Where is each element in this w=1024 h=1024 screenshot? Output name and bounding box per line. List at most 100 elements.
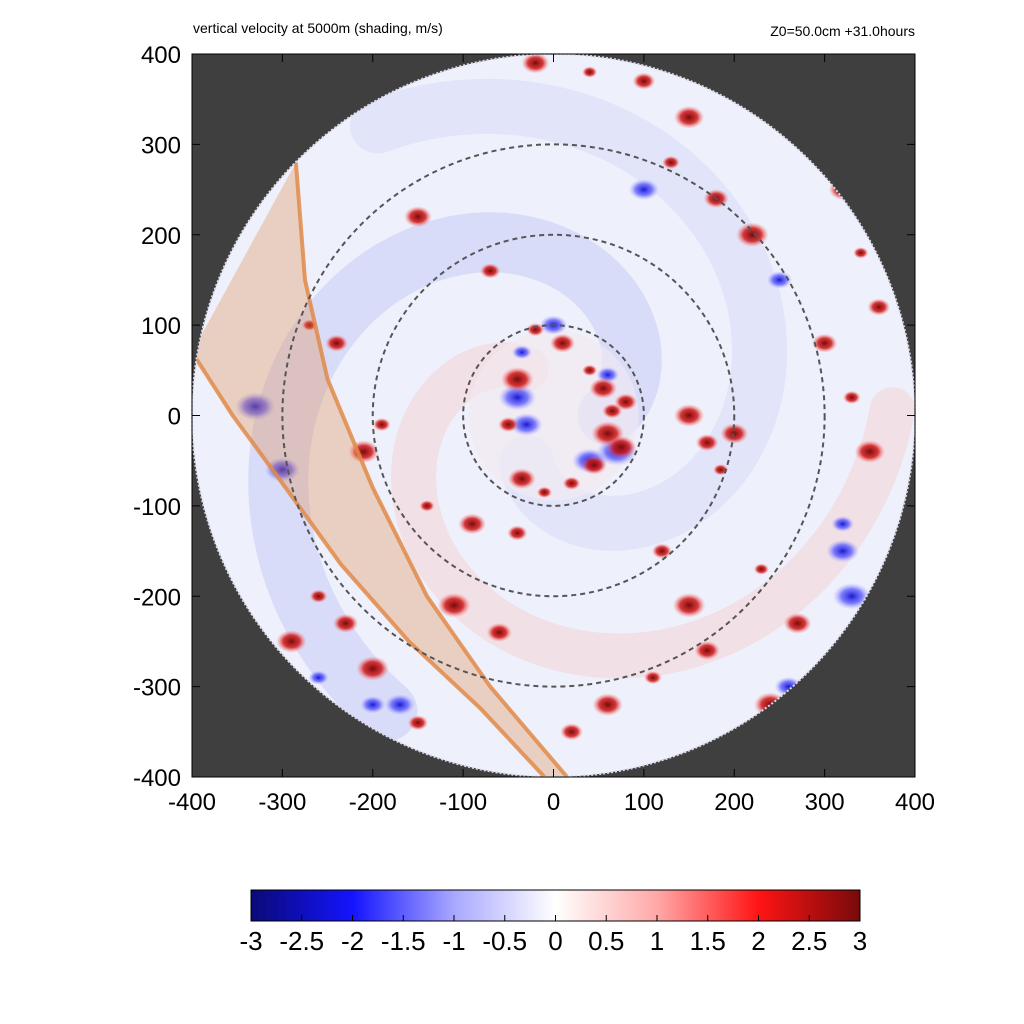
- x-tick-label: -400: [168, 789, 216, 816]
- negative-cell: [308, 670, 329, 685]
- range-ring: [462, 324, 645, 507]
- colorbar-tick-label: -0.5: [482, 926, 527, 956]
- axes: -400 -300 -200 -100 0 100 200 300 400 400 300 200 10…: [133, 42, 935, 816]
- positive-cell: [632, 72, 656, 90]
- positive-cell: [560, 723, 583, 741]
- velocity-field: [192, 54, 915, 777]
- y-tick-label: 100: [141, 313, 181, 340]
- x-tick-label: 100: [624, 789, 664, 816]
- positive-cell: [325, 334, 348, 352]
- updraft-negative-cells: [235, 178, 871, 716]
- positive-cell: [404, 206, 432, 228]
- negative-cell: [831, 515, 855, 532]
- x-tick-label: -300: [258, 789, 306, 816]
- positive-cell: [582, 66, 598, 78]
- positive-cell: [592, 693, 623, 717]
- y-tick-label: 300: [141, 132, 181, 159]
- negative-cell: [832, 582, 871, 610]
- positive-cell: [332, 613, 359, 633]
- positive-cell: [673, 404, 705, 427]
- positive-cell: [811, 333, 838, 353]
- negative-cell: [235, 392, 276, 421]
- colorbar-tick-label: 0: [548, 926, 562, 956]
- positive-cell: [419, 500, 435, 512]
- positive-cell: [783, 612, 812, 634]
- positive-cell: [853, 247, 869, 259]
- positive-cell: [562, 476, 581, 490]
- chart-subtitle: Z0=50.0cm +31.0hours: [770, 23, 915, 39]
- positive-cell: [662, 155, 680, 170]
- positive-cell: [507, 525, 528, 541]
- positive-cell: [486, 622, 512, 642]
- y-tick-label: -200: [133, 584, 181, 611]
- y-tick-label: 200: [141, 223, 181, 250]
- colorbar-tick-label: -2: [341, 926, 364, 956]
- positive-cell: [673, 105, 705, 129]
- positive-cell: [276, 630, 307, 653]
- negative-cell: [509, 413, 543, 437]
- positive-cell: [526, 323, 545, 337]
- colorbar-tick-label: -3: [239, 926, 262, 956]
- negative-cell: [360, 695, 386, 714]
- positive-cell: [507, 468, 536, 490]
- positive-cell: [614, 393, 638, 411]
- positive-cell: [694, 640, 720, 660]
- range-ring: [371, 233, 736, 598]
- negative-cell: [511, 345, 532, 360]
- chart-title: vertical velocity at 5000m (shading, m/s…: [193, 20, 443, 36]
- y-tick-label: 400: [141, 42, 181, 69]
- positive-cell: [480, 263, 501, 279]
- colorbar-tick-label: 3: [853, 926, 867, 956]
- positive-cell: [644, 670, 662, 685]
- positive-cell: [521, 54, 550, 74]
- spiral-arm: [350, 78, 788, 551]
- colorbar-tick-label: -1.5: [381, 926, 426, 956]
- colorbar-ticks: -3 -2.5 -2 -1.5 -1 -0.5 0 0.5 1 1.5 2 2.5 3: [239, 915, 867, 956]
- positive-cell: [842, 390, 861, 405]
- positive-cell: [695, 434, 719, 452]
- negative-cell: [498, 384, 537, 411]
- spiral-arm: [390, 342, 915, 679]
- positive-cell: [536, 486, 553, 499]
- band-outer-edge: [293, 162, 569, 777]
- positive-cell: [589, 377, 618, 399]
- band-inner-edge: [192, 351, 546, 777]
- positive-cell: [500, 367, 534, 392]
- negative-cell: [826, 539, 860, 563]
- positive-cell: [582, 364, 598, 377]
- positive-cell: [498, 416, 519, 433]
- y-tick-label: 0: [168, 404, 181, 431]
- colorbar-tick-label: 2.5: [791, 926, 827, 956]
- negative-cell: [264, 457, 301, 483]
- range-ring: [281, 143, 826, 688]
- positive-cell: [437, 592, 471, 618]
- positive-cell: [854, 440, 885, 464]
- positive-cell: [458, 513, 487, 535]
- positive-cell: [867, 298, 891, 316]
- positive-cell: [309, 589, 328, 603]
- shaded-band: [192, 162, 568, 777]
- x-tick-label: 200: [714, 789, 754, 816]
- colorbar-tick-label: 0.5: [588, 926, 624, 956]
- y-tick-label: -400: [133, 765, 181, 792]
- x-tick-label: 0: [547, 789, 560, 816]
- colorbar-tick-label: 2: [751, 926, 765, 956]
- positive-cell: [606, 435, 637, 459]
- x-tick-label: 300: [805, 789, 845, 816]
- x-tick-label: -200: [349, 789, 397, 816]
- positive-cell: [753, 563, 769, 575]
- spiral-arm: [248, 212, 662, 741]
- positive-cell: [356, 656, 390, 681]
- negative-cell: [628, 178, 660, 201]
- positive-cell: [372, 417, 391, 432]
- positive-cell: [651, 543, 673, 559]
- colorbar-tick-label: -2.5: [279, 926, 324, 956]
- positive-cell: [672, 592, 706, 618]
- colorbar-tick-label: 1: [650, 926, 664, 956]
- x-tick-label: 400: [895, 789, 935, 816]
- positive-cell: [549, 333, 576, 353]
- colorbar-tick-label: -1: [442, 926, 465, 956]
- x-tick-label: -100: [439, 789, 487, 816]
- positive-cell: [581, 455, 607, 475]
